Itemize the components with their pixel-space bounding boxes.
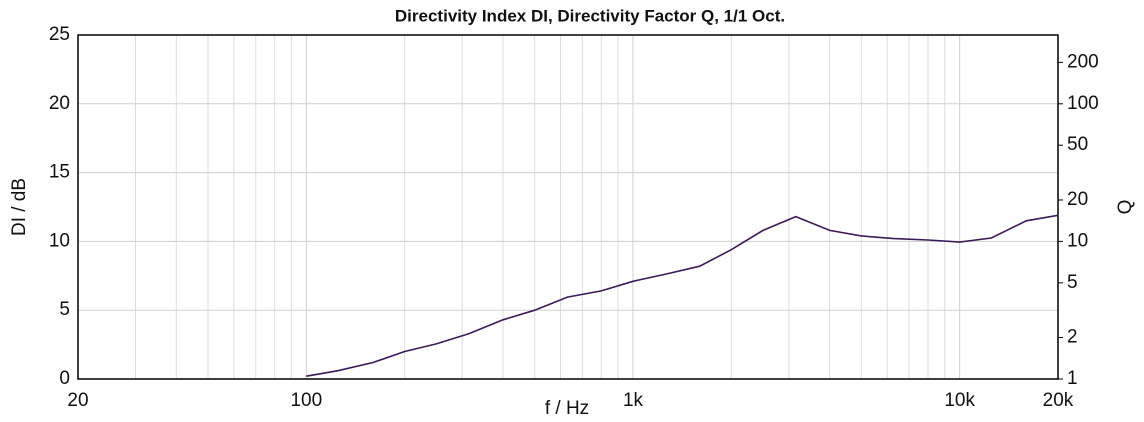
x-tick-label: 100	[290, 390, 322, 411]
x-tick-label: 20k	[1043, 390, 1074, 411]
y2-axis-label: Q	[1115, 200, 1136, 215]
plot-frame	[77, 34, 1059, 380]
y2-tick-label: 20	[1067, 189, 1088, 210]
y2-tick-label: 100	[1067, 93, 1099, 114]
y-axis-label: DI / dB	[9, 178, 30, 236]
y2-tick-label: 50	[1067, 134, 1088, 155]
x-tick-label: 10k	[944, 390, 975, 411]
x-tick-label: 1k	[623, 390, 644, 411]
y-tick-label: 25	[49, 24, 70, 45]
x-tick-label: 20	[67, 390, 88, 411]
y2-tick-label: 5	[1067, 272, 1078, 293]
y2-tick-label: 2	[1067, 327, 1078, 348]
y-tick-label: 0	[59, 368, 70, 389]
y2-tick-label: 10	[1067, 230, 1088, 251]
chart-title: Directivity Index DI, Directivity Factor…	[395, 6, 785, 25]
y2-tick-label: 1	[1067, 368, 1078, 389]
y2-tick-label: 200	[1067, 51, 1099, 72]
y-tick-label: 15	[49, 162, 70, 183]
y-tick-label: 20	[49, 93, 70, 114]
y-tick-label: 5	[59, 299, 70, 320]
x-axis-label: f / Hz	[545, 398, 589, 419]
y-tick-label: 10	[49, 230, 70, 251]
data-line	[306, 214, 1059, 377]
